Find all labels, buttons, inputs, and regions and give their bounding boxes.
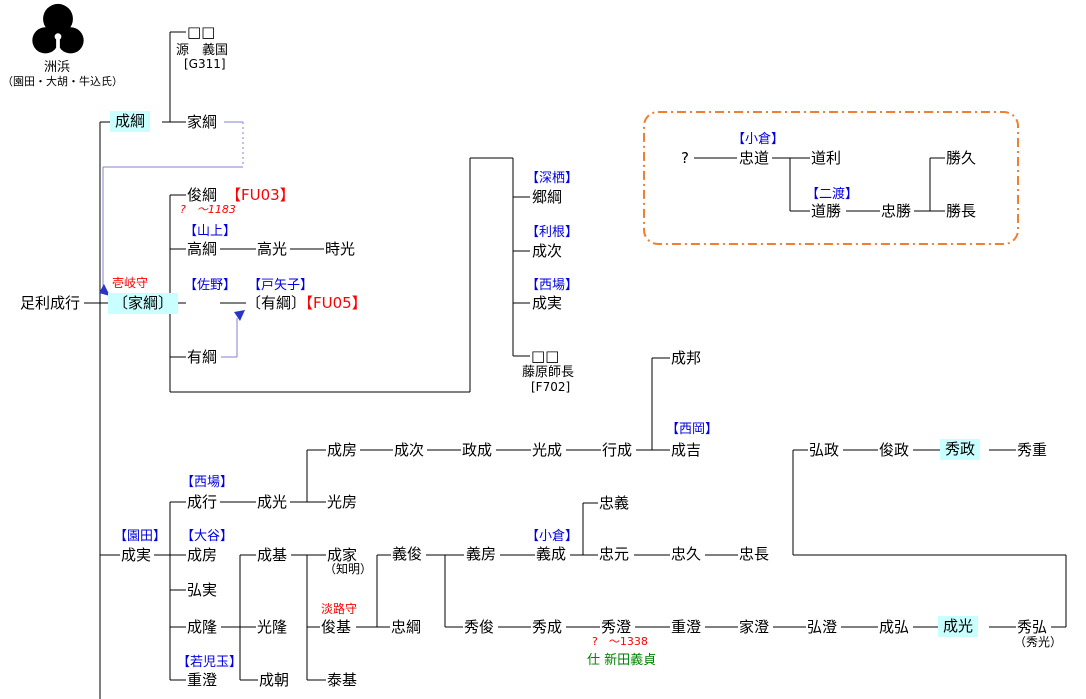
person-katsunaga: 勝長 — [946, 202, 977, 220]
person-naritsugu-2: 成次 — [394, 441, 425, 459]
title-awaji-no-kami: 淡路守 — [321, 602, 358, 616]
branch-ogura-1: 【小倉】 — [732, 132, 785, 147]
suhama-crest-icon — [32, 3, 84, 56]
person-yoshitoshi: 義俊 — [392, 545, 423, 563]
person-toshitsuna: 俊綱 — [187, 186, 218, 204]
person-toshimoto: 俊基 — [321, 618, 352, 636]
person-satotsuna: 郷綱 — [532, 188, 563, 206]
person-narikuni: 成邦 — [671, 349, 702, 367]
title-iki-no-kami: 壱岐守 — [112, 276, 149, 290]
person-hideshige: 秀重 — [1017, 441, 1048, 459]
person-iezumi: 家澄 — [739, 618, 770, 636]
branch-nishiba-2: 【西場】 — [181, 475, 234, 490]
ref-code-f702: [F702] — [531, 380, 571, 394]
person-michitoshi: 道利 — [811, 149, 842, 167]
person-tokimitsu: 時光 — [325, 240, 356, 258]
group-box — [643, 111, 1019, 245]
note-hidezumi-dates: ? ～1338 — [592, 635, 648, 648]
crest-subtitle: （園田・大胡・牛込氏） — [2, 75, 123, 88]
person-daughter-minamoto: □□ — [187, 23, 216, 41]
person-takamitsu: 高光 — [257, 240, 288, 258]
person-daughter-fujiwara: □□ — [531, 347, 560, 365]
person-takatsuna: 高綱 — [187, 240, 218, 258]
branch-yamakami: 【山上】 — [184, 224, 237, 239]
person-naritaka: 成隆 — [187, 618, 218, 636]
person-hiromasa: 弘政 — [809, 441, 840, 459]
person-yoshinari: 義成 — [536, 545, 567, 563]
person-naritsuna: 成綱 — [110, 111, 151, 133]
person-aritsuna-adopted: 〔有綱〕 — [246, 294, 307, 312]
branch-tone: 【利根】 — [526, 225, 579, 240]
person-tadamoto: 忠元 — [599, 545, 630, 563]
person-shigezumi-c: 重澄 — [671, 618, 702, 636]
person-tadanaga: 忠長 — [739, 545, 770, 563]
branch-nishiba-1: 【西場】 — [526, 278, 579, 293]
person-hidemasa: 秀政 — [940, 439, 981, 461]
person-narihiro: 成弘 — [879, 618, 910, 636]
person-narusane-nishiba: 成実 — [532, 294, 563, 312]
person-tadatsuna: 忠綱 — [391, 618, 422, 636]
branch-otani: 【大谷】 — [181, 529, 234, 544]
person-narimoto: 成基 — [257, 546, 288, 564]
person-naribusa-b: 成房 — [187, 546, 218, 564]
branch-sano: 【佐野】 — [184, 278, 237, 293]
person-hidenari: 秀成 — [532, 618, 563, 636]
person-tadamichi: 忠道 — [739, 149, 770, 167]
person-toshimasa: 俊政 — [879, 441, 910, 459]
black-lines — [84, 31, 1067, 699]
person-tadayoshi: 忠義 — [599, 494, 630, 512]
person-shigezumi-b: 重澄 — [187, 671, 218, 689]
note-toshitsuna-dates: ? ～1183 — [180, 203, 236, 216]
person-naritomo: 成朝 — [259, 671, 290, 689]
person-naritsugu-tone: 成次 — [532, 242, 563, 260]
person-nariyuki-2: 成行 — [187, 493, 218, 511]
person-tadahisa: 忠久 — [671, 545, 702, 563]
branch-wakakodama: 【若児玉】 — [177, 655, 243, 670]
branch-ogura-2: 【小倉】 — [526, 529, 579, 544]
person-nariyoshi: 成吉 — [671, 441, 702, 459]
person-mitsutaka: 光隆 — [257, 618, 288, 636]
branch-toyako: 【戸矢子】 — [248, 278, 314, 293]
branch-futawatari: 【二渡】 — [806, 187, 859, 202]
ref-code-fu05: 【FU05】 — [298, 294, 367, 312]
person-katsuhisa: 勝久 — [946, 149, 977, 167]
person-naribusa-a: 成房 — [327, 441, 358, 459]
branch-nishioka: 【西岡】 — [666, 422, 719, 437]
person-mitsubusa: 光房 — [327, 493, 358, 511]
person-minamoto-yoshikuni: 源 義国 — [176, 43, 229, 58]
person-naruie: 成家 — [327, 546, 358, 564]
person-yasumoto: 泰基 — [327, 671, 358, 689]
person-yukinari: 行成 — [602, 441, 633, 459]
crest-title: 洲浜 — [44, 60, 71, 75]
note-hidezumi-service: 仕 新田義貞 — [587, 653, 657, 668]
person-narimitsu-3: 成光 — [938, 616, 979, 638]
person-unknown: ? — [681, 149, 689, 167]
person-narusane-sonoda: 成実 — [121, 546, 152, 564]
person-aritsuna: 有綱 — [187, 348, 218, 366]
person-ietsuna-adopted: 〔家綱〕 — [108, 293, 179, 315]
person-hidehiro: 秀弘 — [1017, 618, 1048, 636]
person-michikatsu: 道勝 — [811, 202, 842, 220]
person-fujiwara-moronaga: 藤原師長 — [522, 365, 575, 380]
person-hidezumi: 秀澄 — [601, 618, 632, 636]
note-naruie-alias: （知明） — [324, 562, 373, 576]
person-hirosane: 弘実 — [187, 581, 218, 599]
note-hidehiro-alias: （秀光） — [1014, 635, 1063, 649]
person-ietsuna: 家綱 — [187, 113, 218, 131]
person-narimitsu-2: 成光 — [257, 493, 288, 511]
branch-sonoda: 【園田】 — [114, 529, 167, 544]
person-yoshifusa: 義房 — [466, 545, 497, 563]
ref-code-fu03: 【FU03】 — [226, 186, 295, 204]
person-ashikaga-nariyuki: 足利成行 — [20, 294, 81, 312]
adoption-lines — [99, 121, 245, 358]
person-tadakatsu: 忠勝 — [881, 202, 912, 220]
branch-fukasu: 【深栖】 — [526, 171, 579, 186]
person-mitsunari: 光成 — [532, 441, 563, 459]
person-hidetoshi: 秀俊 — [464, 618, 495, 636]
person-hirozumi: 弘澄 — [807, 618, 838, 636]
ref-code-g311: [G311] — [184, 57, 226, 71]
person-masanari: 政成 — [462, 441, 493, 459]
